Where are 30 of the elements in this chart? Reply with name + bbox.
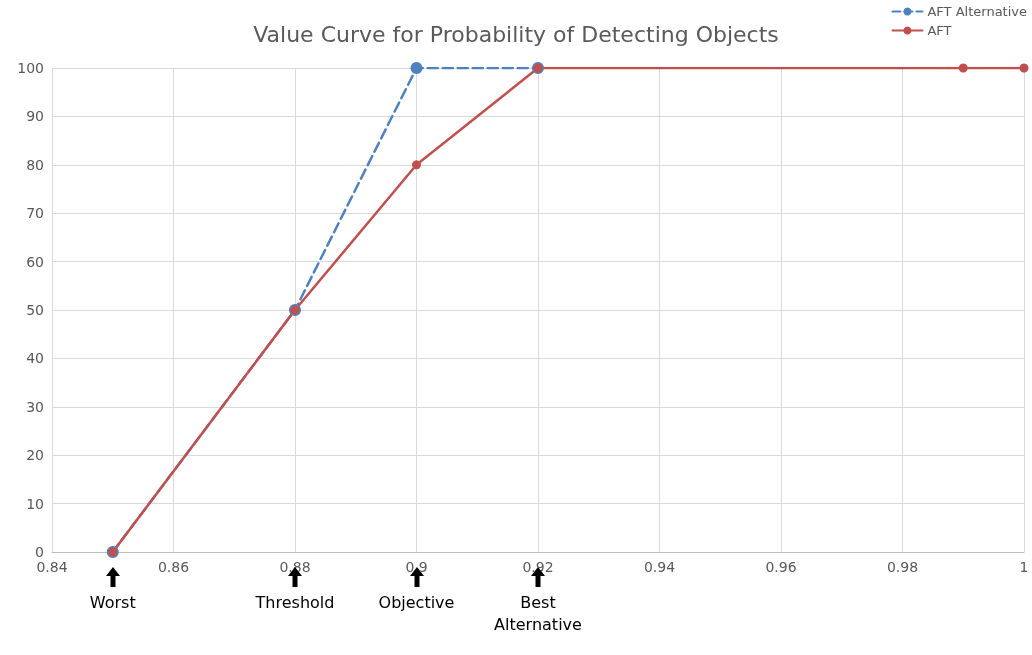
x-tick-label: 0.94: [643, 559, 676, 575]
x-tick-label: 0.9: [405, 559, 428, 575]
x-tick-label: 0.84: [36, 559, 68, 575]
x-tick-label: 0.86: [157, 559, 190, 575]
y-tick-label: 30: [26, 398, 44, 415]
chart-title: Value Curve for Probability of Detecting Objects: [253, 21, 779, 47]
y-tick-label: 0: [35, 544, 44, 560]
point: [1019, 63, 1029, 73]
text: Worst: [88, 592, 137, 614]
y-tick-label: 10: [26, 495, 44, 512]
y-tick-label: 20: [26, 447, 44, 464]
point: [958, 63, 968, 73]
text: Objective: [377, 592, 456, 614]
legend-label: AFT Alternative: [927, 4, 1028, 19]
x-tick-label: 0.92: [522, 559, 554, 575]
y-tick-label: 80: [26, 156, 44, 173]
legend-label: AFT: [927, 23, 952, 38]
x-tick-label: 0.98: [886, 559, 919, 575]
x-tick-label: 1: [1019, 559, 1029, 575]
point: [412, 160, 421, 170]
point: [410, 62, 423, 74]
x-tick-label: 0.96: [765, 559, 797, 575]
y-tick-label: 90: [26, 108, 44, 125]
y-tick-label: 40: [26, 350, 44, 367]
text: Threshold: [254, 592, 336, 614]
y-tick-label: 70: [26, 205, 44, 222]
y-tick-label: 60: [26, 253, 44, 270]
text: Best Alternative: [493, 592, 583, 636]
y-tick-label: 50: [26, 302, 44, 318]
y-tick-label: 100: [17, 60, 44, 76]
